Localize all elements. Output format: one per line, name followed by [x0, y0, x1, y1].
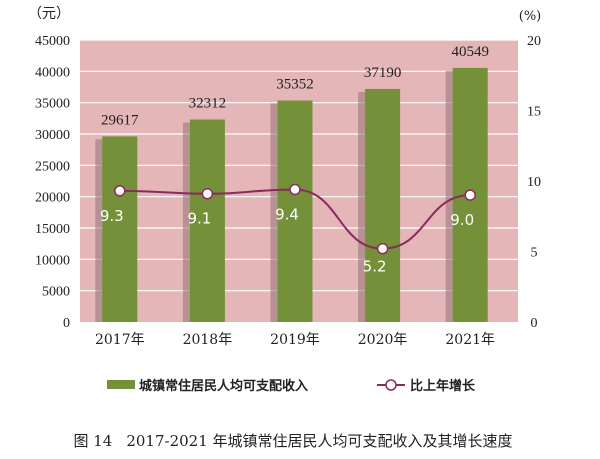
x-tick-label: 2020年 [358, 332, 408, 348]
growth-point [376, 242, 389, 255]
growth-line [119, 188, 471, 250]
growth-point [464, 189, 476, 201]
left-tick-label: 0 [63, 316, 70, 331]
bar-value-label: 29617 [101, 112, 139, 128]
left-tick-label: 10000 [35, 253, 70, 268]
left-axis-unit: （元） [28, 6, 70, 22]
legend-line-label: 比上年增长 [410, 378, 476, 394]
bar-value-label: 37190 [364, 65, 402, 81]
growth-value-label: 9.3 [100, 207, 124, 225]
right-tick-label: 5 [531, 246, 538, 261]
right-tick-label: 0 [531, 316, 538, 331]
left-tick-label: 30000 [35, 128, 70, 143]
left-tick-label: 45000 [35, 34, 70, 49]
legend-bar-label: 城镇常住居民人均可支配收入 [139, 378, 308, 394]
left-tick-label: 35000 [35, 97, 70, 112]
figure-caption: 图 14 2017-2021 年城镇常住居民人均可支配收入及其增长速度 [0, 430, 600, 451]
left-tick-label: 40000 [35, 65, 70, 80]
right-tick-label: 20 [527, 34, 541, 49]
bar-value-label: 35352 [276, 76, 314, 92]
bar [102, 136, 138, 322]
left-tick-label: 25000 [35, 159, 70, 174]
figure-title: 2017-2021 年城镇常住居民人均可支配收入及其增长速度 [126, 432, 513, 450]
left-tick-label: 5000 [42, 285, 70, 300]
legend-line-marker [385, 379, 397, 391]
figure-number: 图 14 [73, 432, 113, 450]
growth-point [289, 183, 301, 196]
left-tick-label: 15000 [35, 222, 70, 237]
bar [365, 88, 401, 323]
growth-value-label: 9.0 [450, 211, 474, 229]
bar [189, 119, 225, 322]
x-tick-label: 2018年 [183, 332, 233, 348]
right-tick-label: 15 [527, 105, 541, 120]
x-tick-label: 2021年 [445, 332, 495, 348]
bar-value-label: 40549 [451, 44, 489, 60]
growth-value-label: 9.1 [187, 210, 211, 228]
growth-value-label: 5.2 [363, 258, 387, 276]
bar [277, 100, 313, 322]
right-tick-label: 10 [527, 175, 541, 190]
growth-point [114, 185, 126, 197]
left-tick-label: 20000 [35, 191, 70, 206]
x-tick-label: 2017年 [95, 332, 145, 348]
bar-value-label: 32312 [189, 96, 227, 112]
growth-point [201, 187, 214, 200]
chart: 0 5000 10000 15000 20000 25000 30000 35000 40000… [28, 6, 542, 394]
x-tick-label: 2019年 [270, 332, 320, 348]
legend-bar-swatch [107, 380, 135, 389]
right-axis-unit: (%) [519, 9, 542, 24]
growth-value-label: 9.4 [275, 205, 299, 223]
